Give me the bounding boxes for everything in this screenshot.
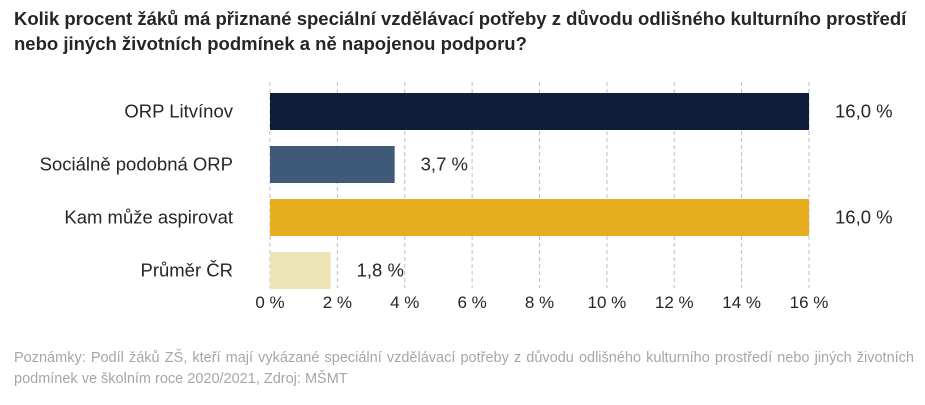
chart-notes: Poznámky: Podíl žáků ZŠ, kteří mají vyká… <box>14 350 914 387</box>
bar <box>270 252 331 289</box>
data-label: 16,0 % <box>835 101 893 122</box>
x-tick-label: 2 % <box>323 293 352 312</box>
bar <box>270 199 809 236</box>
bar <box>270 93 809 130</box>
bars <box>270 93 809 289</box>
category-label: Kam může aspirovat <box>64 207 233 228</box>
bar-chart: ORP Litvínov Sociálně podobná ORP Kam může… <box>40 82 893 312</box>
x-axis-tick-labels: 0 % 2 % 4 % 6 % 8 % 10 % 12 % 14 % 16 % <box>255 293 828 312</box>
category-label: Sociálně podobná ORP <box>40 154 233 175</box>
category-label: Průměr ČR <box>140 260 233 281</box>
x-tick-label: 4 % <box>390 293 419 312</box>
x-tick-label: 10 % <box>588 293 627 312</box>
value-labels: 16,0 % 3,7 % 16,0 % 1,8 % <box>357 101 893 281</box>
data-label: 3,7 % <box>421 154 468 175</box>
chart-title: Kolik procent žáků má přiznané speciální… <box>14 8 907 54</box>
x-tick-label: 0 % <box>255 293 284 312</box>
x-tick-label: 16 % <box>790 293 829 312</box>
data-label: 16,0 % <box>835 207 893 228</box>
data-label: 1,8 % <box>357 260 404 281</box>
x-tick-label: 6 % <box>457 293 486 312</box>
x-tick-label: 12 % <box>655 293 694 312</box>
bar <box>270 146 395 183</box>
x-tick-label: 8 % <box>525 293 554 312</box>
category-labels: ORP Litvínov Sociálně podobná ORP Kam může… <box>40 101 234 281</box>
x-tick-label: 14 % <box>722 293 761 312</box>
category-label: ORP Litvínov <box>124 101 233 122</box>
